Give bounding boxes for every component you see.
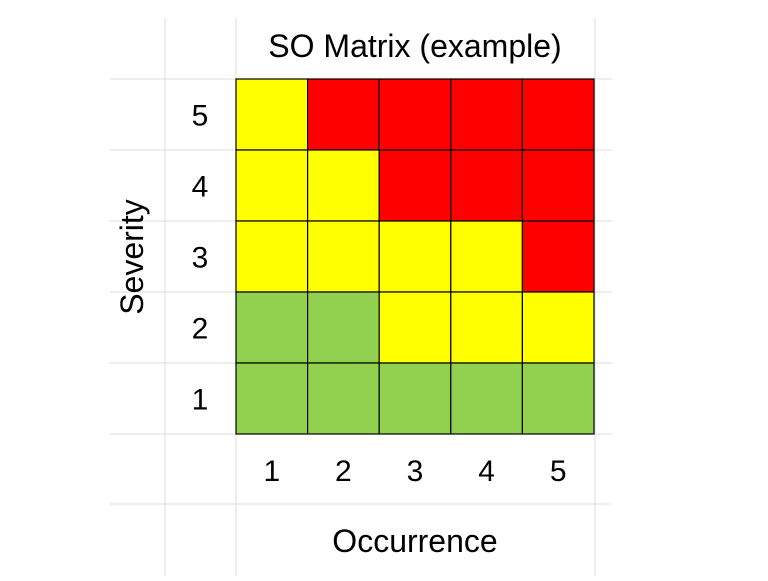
- y-tick-label: 3: [192, 242, 209, 275]
- matrix-cell-s3-o3: [378, 220, 452, 293]
- matrix-cell-s5-o1: [235, 78, 309, 151]
- x-axis-ticks: 1 2 3 4 5: [263, 455, 566, 488]
- matrix-cell-s2-o1: [235, 291, 309, 364]
- y-axis-label: Severity: [114, 199, 150, 315]
- matrix-cells: [235, 78, 595, 435]
- matrix-cell-s3-o1: [235, 220, 309, 293]
- x-tick-label: 2: [335, 455, 352, 488]
- y-tick-label: 5: [192, 100, 209, 133]
- y-tick-label: 1: [192, 384, 209, 417]
- chart-title: SO Matrix (example): [268, 28, 561, 64]
- matrix-cell-s2-o2: [307, 291, 380, 364]
- matrix-cell-s1-o5: [521, 362, 595, 435]
- y-axis-ticks: 5 4 3 2 1: [192, 100, 209, 417]
- matrix-cell-s4-o1: [235, 149, 309, 222]
- x-tick-label: 1: [263, 455, 280, 488]
- x-tick-label: 4: [478, 455, 495, 488]
- matrix-cell-s5-o2: [307, 78, 380, 151]
- matrix-cell-s2-o5: [521, 291, 595, 364]
- x-axis-label: Occurrence: [332, 523, 497, 559]
- matrix-cell-s1-o3: [378, 362, 452, 435]
- matrix-cell-s2-o4: [450, 291, 523, 364]
- matrix-cell-s3-o2: [307, 220, 380, 293]
- matrix-cell-s2-o3: [378, 291, 452, 364]
- matrix-cell-s3-o4: [450, 220, 523, 293]
- matrix-cell-s1-o4: [450, 362, 523, 435]
- y-tick-label: 2: [192, 313, 209, 346]
- matrix-cell-s1-o1: [235, 362, 309, 435]
- matrix-cell-s5-o3: [378, 78, 452, 151]
- matrix-cell-s4-o5: [521, 149, 595, 222]
- matrix-cell-s1-o2: [307, 362, 380, 435]
- y-tick-label: 4: [192, 171, 209, 204]
- matrix-cell-s5-o4: [450, 78, 523, 151]
- matrix-cell-s4-o2: [307, 149, 380, 222]
- matrix-cell-s4-o3: [378, 149, 452, 222]
- x-tick-label: 5: [550, 455, 567, 488]
- matrix-cell-s5-o5: [521, 78, 595, 151]
- x-tick-label: 3: [407, 455, 424, 488]
- matrix-cell-s4-o4: [450, 149, 523, 222]
- matrix-cell-s3-o5: [521, 220, 595, 293]
